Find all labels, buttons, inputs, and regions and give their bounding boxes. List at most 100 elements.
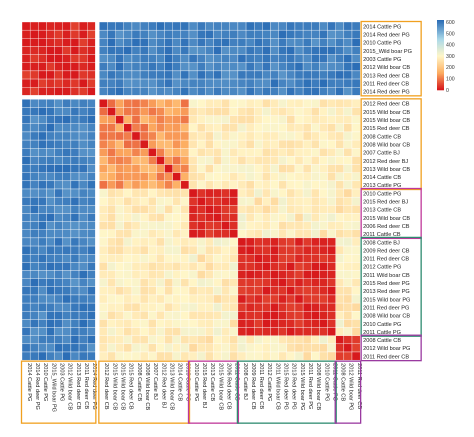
- heatmap-cell: [172, 115, 182, 124]
- heatmap-cell: [180, 21, 190, 31]
- column-label: 2008 Cattle CB: [340, 363, 346, 401]
- heatmap-cell: [87, 123, 96, 133]
- heatmap-cell: [87, 131, 96, 141]
- heatmap-cell: [38, 294, 47, 304]
- heatmap-cell: [343, 286, 353, 296]
- heatmap-cell: [46, 148, 55, 157]
- heatmap-cell: [311, 46, 320, 55]
- heatmap-cell: [311, 172, 320, 182]
- heatmap-cell: [188, 131, 198, 141]
- heatmap-cell: [21, 335, 31, 345]
- heatmap-cell: [164, 245, 173, 255]
- heatmap-cell: [286, 54, 296, 63]
- heatmap-cell: [254, 78, 263, 88]
- heatmap-cell: [254, 54, 263, 63]
- heatmap-cell: [343, 229, 353, 239]
- heatmap-cell: [245, 87, 255, 96]
- heatmap-cell: [99, 254, 108, 263]
- heatmap-cell: [213, 188, 222, 198]
- heatmap-cell: [221, 87, 230, 96]
- heatmap-cell: [156, 213, 165, 222]
- heatmap-cell: [123, 46, 133, 55]
- heatmap-cell: [107, 286, 116, 296]
- heatmap-cell: [351, 62, 361, 72]
- heatmap-cell: [205, 123, 214, 133]
- heatmap-cell: [237, 229, 247, 239]
- heatmap-cell: [131, 302, 141, 312]
- colorbar-segment: [437, 29, 444, 31]
- heatmap-cell: [196, 351, 206, 361]
- heatmap-cell: [164, 205, 173, 214]
- heatmap-cell: [123, 99, 133, 108]
- heatmap-cell: [115, 54, 124, 63]
- heatmap-cell: [115, 237, 124, 247]
- heatmap-cell: [99, 21, 108, 31]
- heatmap-cell: [123, 139, 133, 149]
- heatmap-cell: [311, 327, 320, 336]
- heatmap-cell: [188, 213, 198, 222]
- heatmap-cell: [319, 99, 328, 108]
- heatmap-cell: [78, 327, 88, 336]
- heatmap-cell: [70, 311, 80, 320]
- heatmap-cell: [278, 245, 287, 255]
- heatmap-cell: [172, 62, 182, 72]
- heatmap-cell: [213, 123, 222, 133]
- heatmap-cell: [270, 254, 279, 263]
- heatmap-cell: [335, 87, 345, 96]
- heatmap-cell: [164, 213, 173, 222]
- heatmap-cell: [139, 351, 149, 361]
- heatmap-cell: [46, 213, 55, 222]
- heatmap-cell: [351, 99, 361, 108]
- heatmap-cell: [237, 188, 247, 198]
- heatmap-cell: [278, 180, 287, 190]
- heatmap-cell: [245, 229, 255, 239]
- heatmap-cell: [294, 99, 304, 108]
- heatmap-cell: [270, 221, 279, 230]
- heatmap-cell: [46, 351, 55, 361]
- heatmap-cell: [196, 319, 206, 328]
- heatmap-cell: [115, 294, 124, 304]
- row-label: 2012 Red deer CB: [363, 102, 410, 108]
- heatmap-cell: [311, 294, 320, 304]
- heatmap-cell: [172, 286, 182, 296]
- heatmap-cell: [164, 29, 173, 39]
- heatmap-cell: [107, 164, 116, 173]
- heatmap-cell: [319, 286, 328, 296]
- heatmap-cell: [123, 294, 133, 304]
- heatmap-cell: [78, 148, 88, 157]
- heatmap-cell: [343, 237, 353, 247]
- heatmap-cell: [237, 205, 247, 214]
- colorbar-segment: [437, 43, 444, 45]
- heatmap-cell: [180, 46, 190, 55]
- heatmap-cell: [205, 99, 214, 108]
- heatmap-cell: [213, 21, 222, 31]
- heatmap-cell: [107, 254, 116, 263]
- heatmap-cell: [196, 196, 206, 206]
- heatmap-cell: [286, 70, 296, 80]
- heatmap-cell: [302, 302, 312, 312]
- heatmap-cell: [148, 343, 157, 353]
- heatmap-cell: [180, 62, 190, 72]
- heatmap-cell: [29, 78, 39, 88]
- heatmap-cell: [286, 115, 296, 124]
- heatmap-cell: [351, 107, 361, 116]
- heatmap-cell: [319, 38, 328, 47]
- heatmap-cell: [172, 319, 182, 328]
- heatmap-cell: [123, 54, 133, 63]
- heatmap-cell: [164, 139, 173, 149]
- heatmap-cell: [148, 327, 157, 336]
- heatmap-cell: [131, 262, 141, 271]
- heatmap-cell: [21, 21, 31, 31]
- colorbar-tick-label: 500: [446, 31, 455, 37]
- heatmap-cell: [139, 156, 149, 165]
- heatmap-cell: [262, 78, 271, 88]
- row-label: 2015 Wild boar PG: [363, 297, 410, 303]
- heatmap-cell: [164, 46, 173, 55]
- heatmap-cell: [172, 180, 182, 190]
- heatmap-cell: [38, 302, 47, 312]
- heatmap-cell: [205, 196, 214, 206]
- heatmap-cell: [131, 237, 141, 247]
- heatmap-cell: [237, 107, 247, 116]
- heatmap-cell: [262, 335, 271, 345]
- heatmap-cell: [87, 180, 96, 190]
